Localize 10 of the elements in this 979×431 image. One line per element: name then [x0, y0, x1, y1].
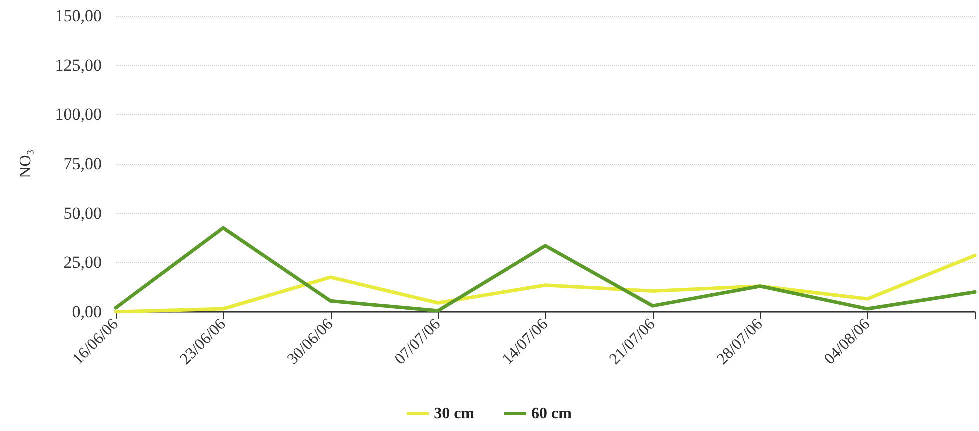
- y-tick-label: 150,00: [55, 6, 102, 26]
- y-tick-label: 75,00: [64, 154, 102, 174]
- y-axis-title: NO₃: [18, 150, 34, 178]
- y-tick-label: 100,00: [55, 105, 102, 124]
- y-tick-label: 0,00: [72, 302, 102, 322]
- y-tick-label: 50,00: [64, 204, 102, 223]
- y-tick-label: 125,00: [55, 56, 102, 75]
- legend-label: 60 cm: [532, 406, 573, 422]
- y-tick-label: 25,00: [64, 253, 102, 272]
- legend-label: 30 cm: [434, 406, 476, 422]
